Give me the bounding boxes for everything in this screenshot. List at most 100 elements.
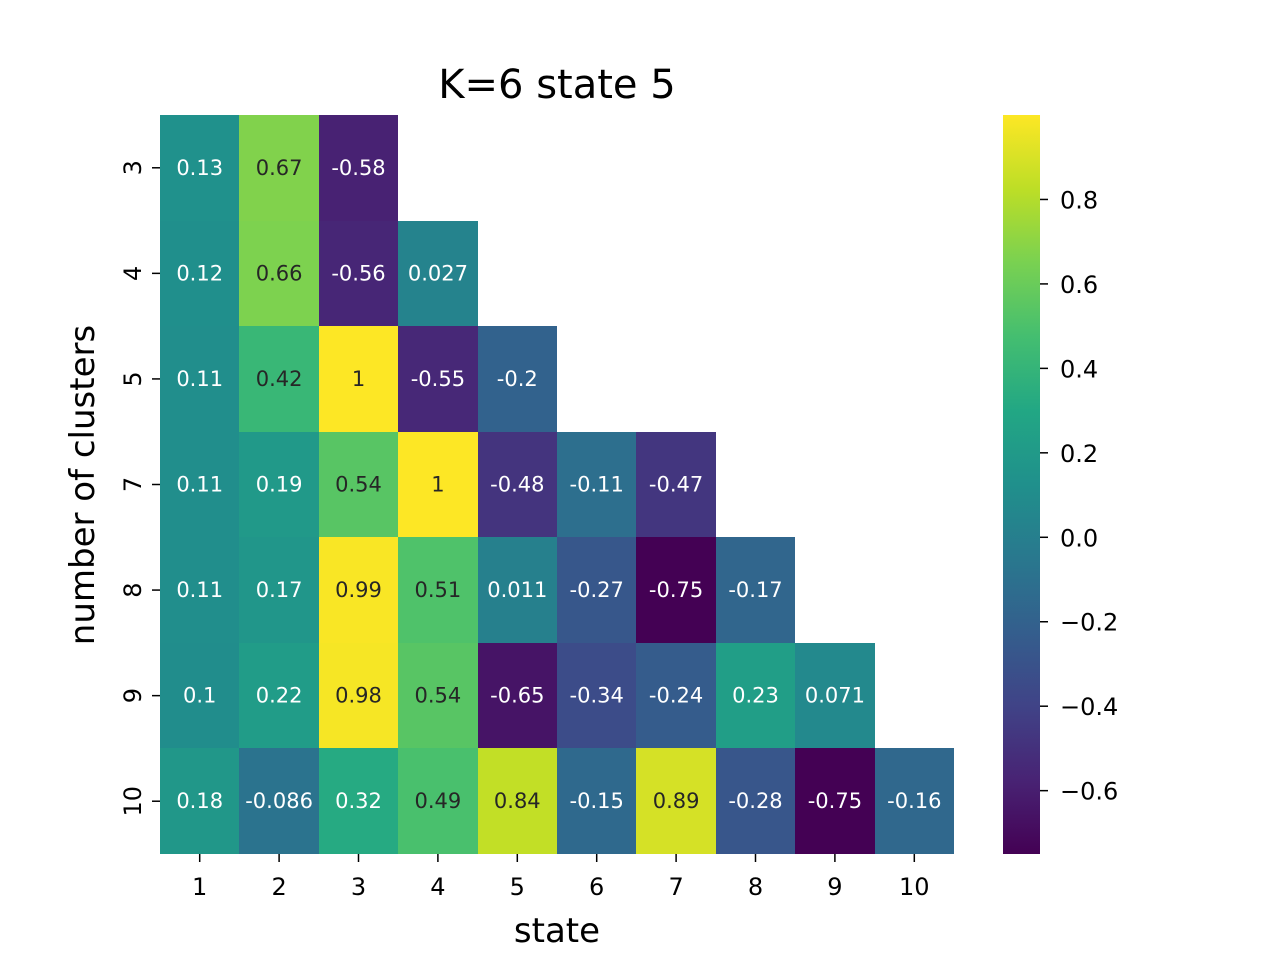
heatmap-cell	[557, 748, 636, 854]
cell-value-label: -0.27	[570, 578, 624, 602]
y-tick-label: 5	[119, 371, 147, 386]
x-axis-ticks: 1 2 3 4 5 6 7 8 9 10	[192, 854, 930, 901]
colorbar-tick-label: −0.6	[1060, 778, 1118, 806]
heatmap-cell	[557, 643, 636, 748]
heatmap-cell	[398, 748, 478, 854]
heatmap-cell	[478, 432, 557, 537]
heatmap-cell	[319, 115, 398, 221]
cell-value-label: 0.42	[256, 367, 303, 391]
x-tick-label: 9	[827, 873, 842, 901]
cell-value-label: 1	[431, 473, 444, 497]
cell-value-label: 0.98	[335, 684, 382, 708]
cell-value-label: 0.22	[256, 684, 303, 708]
heatmap-cell	[239, 432, 319, 537]
colorbar-tick-label: 0.0	[1060, 524, 1098, 552]
cell-value-label: 0.11	[176, 578, 223, 602]
colorbar-tick-label: 0.2	[1060, 440, 1098, 468]
cell-value-label: -0.15	[570, 789, 624, 813]
y-tick-label: 10	[119, 786, 147, 817]
cell-value-label: 0.66	[256, 261, 303, 285]
cell-value-label: -0.2	[497, 367, 538, 391]
cell-value-label: 0.027	[408, 261, 468, 285]
y-axis-label: number of clusters	[63, 325, 103, 645]
cell-value-label: 0.12	[176, 261, 223, 285]
heatmap-cell	[239, 115, 319, 221]
chart-title: K=6 state 5	[438, 62, 675, 108]
x-tick-label: 8	[748, 873, 763, 901]
colorbar-tick-label: −0.4	[1060, 693, 1118, 721]
cell-value-label: -0.16	[887, 789, 941, 813]
y-tick-label: 7	[119, 477, 147, 492]
cell-value-label: 0.84	[494, 789, 541, 813]
heatmap-cell	[398, 643, 478, 748]
cell-value-label: 0.18	[176, 789, 223, 813]
heatmap-cell	[319, 432, 398, 537]
colorbar	[1003, 115, 1040, 854]
cell-value-label: -0.75	[649, 578, 703, 602]
cell-value-label: -0.55	[411, 367, 465, 391]
cell-value-label: 0.071	[805, 684, 865, 708]
x-tick-label: 3	[351, 873, 366, 901]
heatmap-cell	[239, 643, 319, 748]
cell-value-label: 0.32	[335, 789, 382, 813]
cell-value-label: -0.75	[808, 789, 862, 813]
cell-value-label: 0.19	[256, 473, 303, 497]
heatmap-cell	[160, 537, 239, 643]
y-tick-label: 9	[119, 688, 147, 703]
cell-value-label: 0.67	[256, 156, 303, 180]
heatmap-cell	[557, 537, 636, 643]
x-tick-label: 2	[271, 873, 286, 901]
cell-value-label: -0.56	[331, 261, 385, 285]
colorbar-ticks: −0.6 −0.4 −0.2 0.0 0.2 0.4 0.6 0.8	[1040, 186, 1118, 806]
y-tick-label: 4	[119, 266, 147, 281]
heatmap-cell	[716, 643, 795, 748]
heatmap-cell	[398, 537, 478, 643]
cell-value-label: 0.49	[415, 789, 462, 813]
cell-value-label: 0.23	[732, 684, 779, 708]
heatmap-cells	[160, 115, 954, 854]
cell-value-label: 0.13	[176, 156, 223, 180]
cell-value-label: -0.086	[245, 789, 313, 813]
cell-value-label: 0.17	[256, 578, 303, 602]
heatmap-cell	[160, 326, 239, 432]
heatmap-cell	[875, 748, 954, 854]
heatmap-cell	[160, 748, 239, 854]
y-tick-label: 8	[119, 582, 147, 597]
y-axis-ticks: 3 4 5 7 8 9 10	[119, 160, 160, 816]
heatmap-cell	[160, 115, 239, 221]
heatmap-cell	[398, 326, 478, 432]
heatmap-cell	[160, 643, 239, 748]
colorbar-tick-label: 0.8	[1060, 186, 1098, 214]
cell-value-label: 0.11	[176, 367, 223, 391]
x-tick-label: 7	[668, 873, 683, 901]
heatmap-cell	[319, 643, 398, 748]
heatmap-cell	[160, 432, 239, 537]
heatmap-cell	[160, 221, 239, 326]
cell-value-label: -0.48	[490, 473, 544, 497]
colorbar-tick-label: 0.6	[1060, 271, 1098, 299]
cell-value-label: 0.54	[415, 684, 462, 708]
x-tick-label: 10	[899, 873, 930, 901]
heatmap-cell	[319, 748, 398, 854]
x-tick-label: 6	[589, 873, 604, 901]
heatmap-cell	[636, 748, 716, 854]
heatmap-cell	[319, 221, 398, 326]
heatmap-cell	[319, 537, 398, 643]
heatmap-cell	[398, 432, 478, 537]
cell-value-label: -0.28	[728, 789, 782, 813]
cell-value-label: -0.58	[331, 156, 385, 180]
cell-value-label: -0.47	[649, 473, 703, 497]
heatmap-cell	[478, 643, 557, 748]
heatmap-cell	[636, 537, 716, 643]
cell-value-label: 0.54	[335, 473, 382, 497]
heatmap-cell	[398, 221, 478, 326]
cell-value-label: -0.65	[490, 684, 544, 708]
cell-value-label: -0.11	[570, 473, 624, 497]
x-tick-label: 4	[430, 873, 445, 901]
colorbar-tick-label: −0.2	[1060, 609, 1118, 637]
heatmap-cell	[478, 748, 557, 854]
colorbar-tick-label: 0.4	[1060, 355, 1098, 383]
x-tick-label: 1	[192, 873, 207, 901]
cell-value-label: -0.17	[728, 578, 782, 602]
